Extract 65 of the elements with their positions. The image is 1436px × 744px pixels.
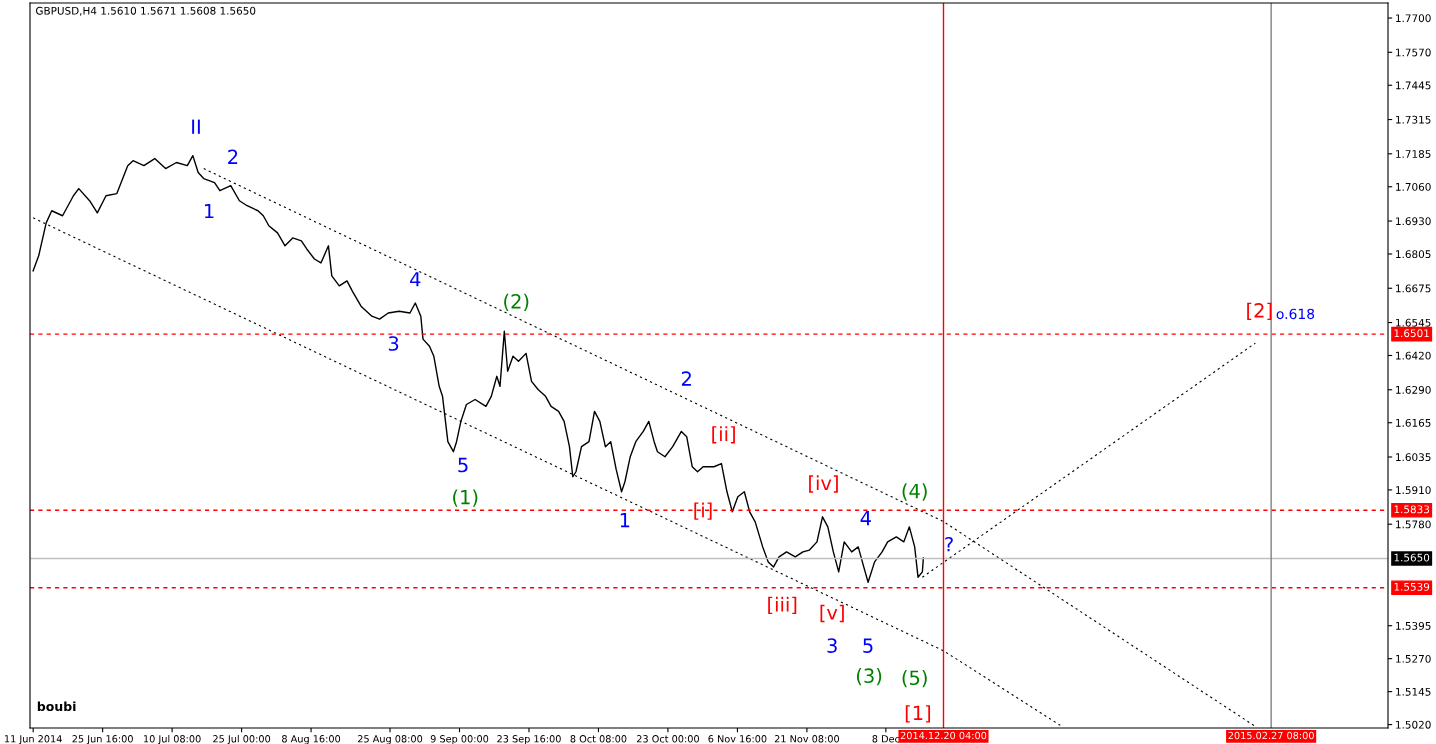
ref-line-label: 1.5833 xyxy=(1394,505,1430,514)
x-tick-label: 23 Sep 16:00 xyxy=(497,735,561,744)
annotation: [2] xyxy=(1247,302,1272,321)
y-tick-label: 1.5780 xyxy=(1396,520,1431,529)
ref-line-label: 1.5650 xyxy=(1394,553,1430,562)
x-tick-label: 25 Aug 08:00 xyxy=(357,735,423,744)
annotation: 2 xyxy=(681,371,691,386)
x-tick-label: 8 Oct 08:00 xyxy=(570,735,627,743)
y-tick-label: 1.5395 xyxy=(1396,621,1431,630)
annotation: [iii] xyxy=(768,596,797,615)
y-tick-label: 1.7315 xyxy=(1396,115,1431,124)
annotation: 4 xyxy=(410,272,421,287)
y-tick-label: 1.6290 xyxy=(1396,385,1431,394)
x-tick-label: 25 Jul 00:00 xyxy=(213,734,271,744)
x-tick-label: 6 Nov 16:00 xyxy=(708,735,767,743)
ref-line-label: 2015.02.27 08:00 xyxy=(1228,731,1314,740)
ref-line-label: 1.5539 xyxy=(1394,582,1430,591)
y-tick-label: 1.6675 xyxy=(1396,284,1431,293)
ref-line-label: 1.6501 xyxy=(1394,329,1429,338)
ref-line-label: 2014.12.20 04:00 xyxy=(900,731,987,740)
annotation: (1) xyxy=(453,489,478,507)
y-tick-label: 1.7060 xyxy=(1396,182,1431,191)
y-tick-label: 1.6165 xyxy=(1396,418,1431,427)
annotation: boubi xyxy=(37,701,76,712)
y-tick-label: 1.7445 xyxy=(1396,81,1431,90)
x-tick-label: 25 Jun 16:00 xyxy=(72,735,133,744)
y-tick-label: 1.6035 xyxy=(1396,453,1431,462)
y-tick-label: 1.5910 xyxy=(1396,486,1431,495)
annotation: 3 xyxy=(827,638,837,653)
y-tick-label: 1.6805 xyxy=(1396,250,1431,259)
annotation: (2) xyxy=(504,293,529,311)
y-tick-label: 1.5270 xyxy=(1396,654,1431,663)
x-tick-label: 9 Sep 00:00 xyxy=(430,735,489,744)
y-tick-label: 1.5145 xyxy=(1396,687,1431,696)
annotation: [ii] xyxy=(712,426,735,444)
annotation: 3 xyxy=(388,336,399,351)
x-tick-label: 23 Oct 00:00 xyxy=(636,735,699,743)
annotation: 2 xyxy=(228,149,238,164)
y-tick-label: 1.7700 xyxy=(1396,14,1431,23)
y-tick-label: 1.5020 xyxy=(1396,720,1431,729)
annotation: 5 xyxy=(458,457,468,473)
y-tick-label: 1.6545 xyxy=(1396,318,1431,327)
x-tick-label: 8 Aug 16:00 xyxy=(282,735,341,744)
annotation: [iv] xyxy=(809,475,838,493)
annotation: II xyxy=(192,119,200,134)
annotation: (4) xyxy=(902,483,927,501)
annotation: (3) xyxy=(856,668,882,686)
chart-title: GBPUSD,H4 1.5610 1.5671 1.5608 1.5650 xyxy=(36,6,256,16)
annotation: [1] xyxy=(905,705,931,723)
annotation: (5) xyxy=(902,670,927,688)
annotation: 4 xyxy=(860,511,871,526)
y-tick-label: 1.6420 xyxy=(1396,351,1431,360)
annotation: 5 xyxy=(863,638,873,653)
annotation: 1 xyxy=(204,203,214,219)
annotation: 1 xyxy=(620,513,630,528)
annotation: [v] xyxy=(820,604,844,623)
x-tick-label: 21 Nov 08:00 xyxy=(774,735,840,743)
y-tick-label: 1.6930 xyxy=(1396,217,1431,226)
annotation: o.618 xyxy=(1276,308,1315,320)
annotation: [i] xyxy=(694,502,712,520)
y-tick-label: 1.7570 xyxy=(1396,48,1431,57)
x-tick-label: 11 Jun 2014 xyxy=(4,735,62,744)
x-tick-label: 10 Jul 08:00 xyxy=(144,734,201,744)
annotation: ? xyxy=(945,536,953,552)
y-tick-label: 1.7185 xyxy=(1396,150,1431,158)
